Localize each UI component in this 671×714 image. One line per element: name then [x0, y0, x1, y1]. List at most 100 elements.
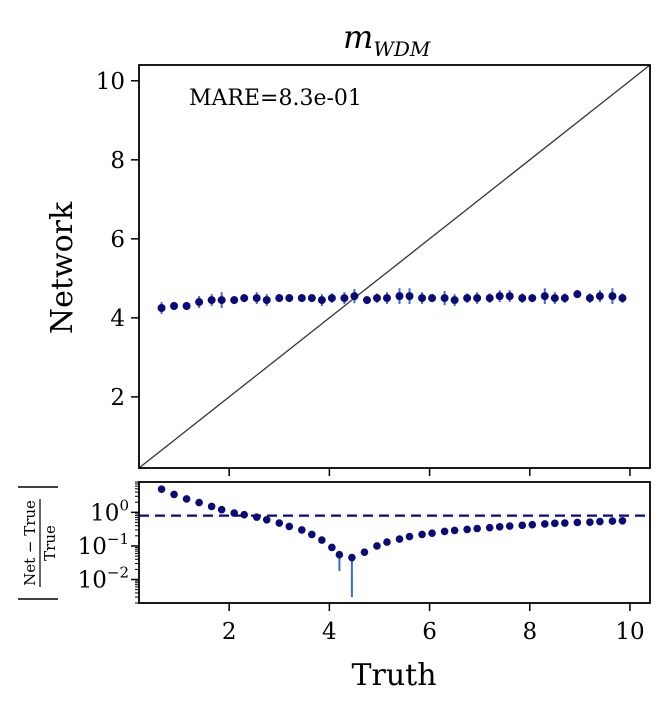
bottom-data-point	[328, 543, 336, 552]
bottom-data-point	[561, 519, 569, 527]
y-axis-label-network: Network	[45, 201, 80, 334]
bottom-data-point	[335, 550, 344, 559]
bottom-data-point	[318, 536, 326, 544]
top-data-point	[485, 294, 494, 303]
bottom-data-point	[348, 553, 356, 562]
bottom-data-point	[473, 524, 481, 533]
bottom-data-point	[395, 535, 404, 543]
top-data-point	[275, 294, 284, 303]
chart-title-subscript: WDM	[373, 37, 431, 61]
top-data-point	[182, 302, 191, 311]
top-panel-frame	[138, 64, 651, 469]
top-data-point	[395, 292, 404, 301]
bottom-data-point	[207, 502, 216, 511]
top-data-point	[560, 294, 569, 303]
bottom-data-point	[540, 520, 549, 528]
bottom-data-point	[528, 520, 537, 529]
bottom-data-point	[170, 490, 178, 499]
bottom-data-point	[195, 498, 203, 507]
top-y-tick-label: 2	[110, 385, 125, 411]
top-y-tick-label: 4	[110, 306, 125, 332]
mare-annotation: MARE=8.3e-01	[189, 86, 362, 111]
chart-title-main: m	[343, 18, 373, 56]
bottom-data-point	[573, 518, 582, 527]
top-data-point	[157, 303, 166, 312]
top-data-point	[585, 294, 594, 303]
bottom-data-point	[252, 513, 261, 521]
top-y-ticks: 2 4 6 8 10	[96, 69, 139, 411]
top-data-point	[528, 294, 537, 303]
bottom-data-point	[405, 532, 414, 541]
bottom-data-point	[360, 548, 369, 557]
bottom-x-tick-label: 4	[322, 619, 337, 645]
top-data-point	[573, 290, 582, 299]
top-data-point	[207, 296, 216, 305]
bottom-y-tick-label: 10−1	[78, 530, 129, 560]
bottom-data-point	[157, 485, 166, 493]
top-data-point	[550, 294, 559, 303]
top-data-point	[230, 296, 239, 305]
bottom-panel-frame	[138, 481, 651, 604]
bottom-data-point	[275, 519, 284, 527]
main-scatter-panel: 2 4 6 8 10 MARE=8.3e-01 Network	[45, 64, 651, 476]
top-y-tick-label: 10	[96, 69, 125, 95]
top-data-point	[340, 294, 349, 303]
bottom-data-point	[383, 538, 391, 546]
bottom-data-point	[373, 542, 381, 550]
bottom-x-tick-label: 10	[615, 619, 644, 645]
residual-label-denominator: True	[41, 525, 59, 561]
top-data-point	[518, 294, 527, 303]
top-data-point	[473, 294, 482, 303]
top-data-point	[595, 292, 604, 301]
bottom-data-point	[495, 523, 504, 531]
bottom-data-point	[298, 526, 306, 534]
bottom-data-point	[518, 521, 527, 530]
bottom-data-point	[586, 518, 594, 526]
bottom-data-point	[505, 522, 514, 530]
bottom-data-point	[217, 505, 226, 514]
top-data-point	[217, 296, 226, 305]
top-data-point	[540, 292, 549, 301]
top-data-point	[382, 294, 391, 303]
top-data-point	[450, 296, 459, 305]
bottom-data-point	[485, 523, 494, 532]
bottom-data-point	[182, 495, 191, 503]
bottom-data-point	[596, 517, 604, 526]
bottom-data-point	[608, 517, 617, 525]
top-data-point	[463, 294, 472, 303]
bottom-points	[157, 485, 627, 562]
top-data-point	[505, 292, 514, 301]
bottom-data-point	[618, 516, 627, 525]
top-data-point	[262, 296, 271, 305]
bottom-data-point	[285, 522, 294, 531]
bottom-data-point	[440, 527, 449, 536]
top-data-point	[195, 298, 204, 307]
residual-label-numerator: Net − True	[21, 500, 39, 586]
top-data-point	[170, 302, 179, 311]
top-data-point	[307, 294, 316, 303]
bottom-y-tick-label: 10−2	[78, 564, 129, 594]
top-y-tick-label: 6	[110, 227, 125, 253]
bottom-data-point	[308, 530, 316, 539]
top-data-point	[372, 294, 381, 303]
top-data-point	[495, 292, 504, 301]
bottom-x-ticks: 2 4 6 8 10	[222, 603, 645, 645]
bottom-data-point	[240, 510, 249, 519]
top-data-point	[350, 292, 359, 301]
top-data-point	[317, 296, 326, 305]
top-data-point	[608, 292, 617, 301]
y-axis-label-residual: Net − True True	[18, 486, 59, 600]
top-data-point	[428, 294, 437, 303]
bottom-data-point	[463, 525, 471, 534]
top-data-point	[327, 294, 336, 303]
top-points	[157, 290, 627, 312]
top-data-point	[240, 294, 249, 303]
bottom-y-ticks: 10−2 10−1 100	[78, 481, 139, 604]
bottom-y-tick-label: 100	[90, 496, 129, 526]
bottom-data-point	[262, 515, 271, 524]
bottom-x-tick-label: 6	[422, 619, 437, 645]
identity-diagonal-line	[138, 64, 651, 469]
x-axis-label-truth: Truth	[351, 658, 436, 693]
top-data-point	[618, 294, 627, 303]
top-data-point	[285, 294, 294, 303]
